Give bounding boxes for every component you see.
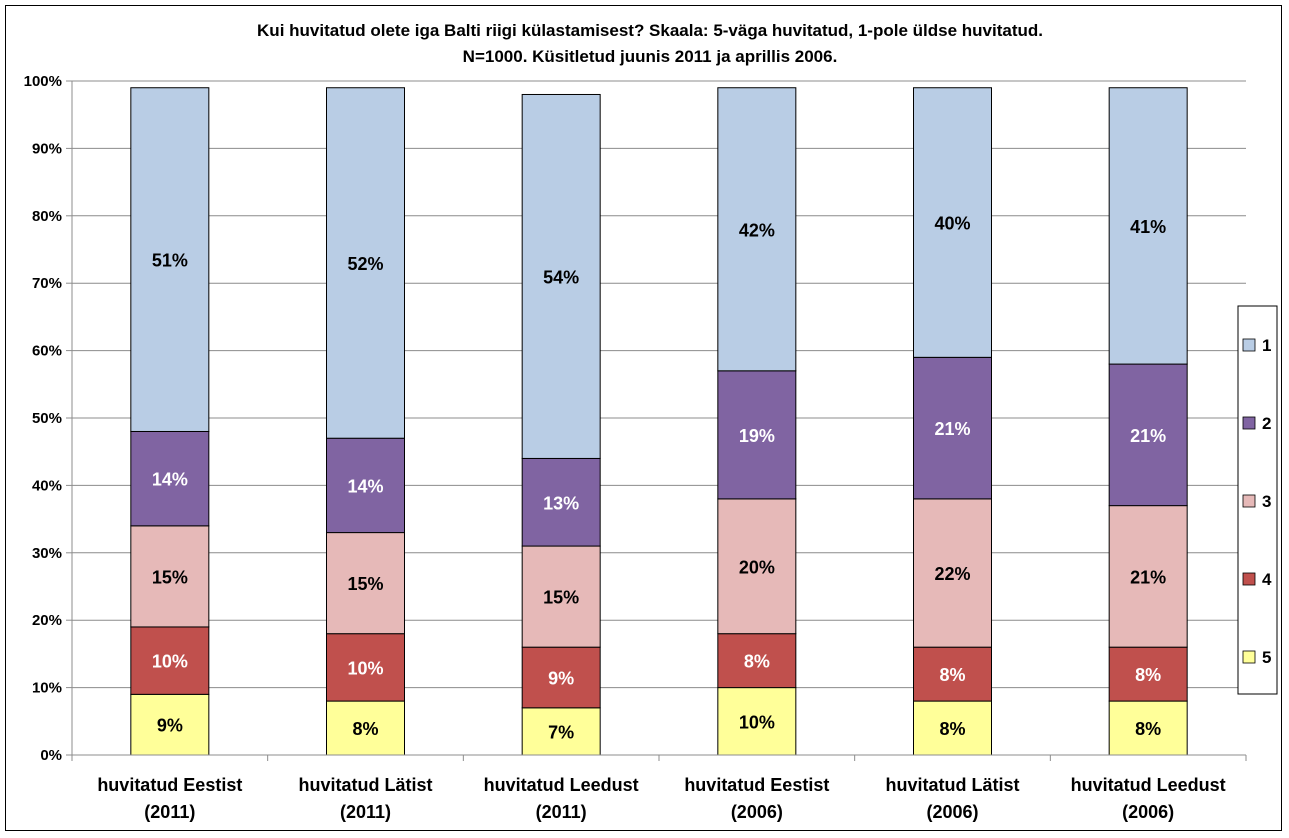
category-label: huvitatud Lätist bbox=[886, 775, 1020, 795]
bar-segment-series-4 bbox=[913, 646, 992, 702]
category-label: huvitatud Eestist bbox=[97, 775, 242, 795]
bar-segment-series-5 bbox=[130, 693, 210, 756]
bars bbox=[130, 87, 1188, 756]
axes bbox=[71, 81, 1246, 756]
data-label: 14% bbox=[347, 476, 383, 496]
data-label: 8% bbox=[939, 719, 965, 739]
data-label: 22% bbox=[934, 564, 970, 584]
category-label: (2006) bbox=[926, 802, 978, 822]
data-label: 15% bbox=[543, 588, 579, 608]
y-axis-ticks: 0% 10% 20% 30% 40% 50% 60% 70% 80% 90% 100% bbox=[24, 73, 72, 764]
data-label: 10% bbox=[152, 652, 188, 672]
data-label: 13% bbox=[543, 493, 579, 513]
data-labels: 9% 10% 15% 14% 51% 8% 10% 15% 14% 52% 7% 9% 15% 13% 54… bbox=[152, 214, 1166, 743]
bar-segment-series-2 bbox=[326, 437, 405, 534]
bar-segment-series-4 bbox=[1108, 646, 1188, 702]
data-label: 8% bbox=[1135, 665, 1161, 685]
stacked-bar-chart: Kui huvitatud olete iga Balti riigi küla… bbox=[24, 21, 1278, 822]
category-label: (2006) bbox=[1122, 802, 1174, 822]
y-tick-label: 0% bbox=[40, 747, 62, 764]
bar-segment-series-2 bbox=[913, 356, 992, 500]
category-label: (2006) bbox=[731, 802, 783, 822]
data-label: 10% bbox=[347, 658, 383, 678]
y-tick-label: 70% bbox=[32, 275, 62, 292]
bar-segment-series-3 bbox=[717, 498, 797, 635]
legend-label-3: 3 bbox=[1262, 492, 1271, 511]
data-label: 21% bbox=[934, 419, 970, 439]
y-tick-label: 20% bbox=[32, 612, 62, 629]
y-tick-label: 100% bbox=[24, 73, 62, 90]
chart-frame: Kui huvitatud olete iga Balti riigi küla… bbox=[5, 5, 1282, 831]
bar-segment-series-1 bbox=[717, 87, 797, 372]
bar-segment-series-3 bbox=[913, 498, 992, 648]
data-label: 8% bbox=[939, 665, 965, 685]
chart-title-line: Kui huvitatud olete iga Balti riigi küla… bbox=[257, 21, 1043, 40]
bar-segment-series-1 bbox=[326, 87, 405, 439]
x-axis-categories: huvitatud Eestist (2011) huvitatud Lätist (… bbox=[71, 755, 1247, 822]
bar-segment-series-1 bbox=[130, 87, 210, 432]
bar-segment-series-3 bbox=[326, 532, 405, 635]
bar-segment-series-4 bbox=[130, 626, 210, 695]
data-label: 8% bbox=[744, 652, 770, 672]
legend-label-1: 1 bbox=[1262, 336, 1271, 355]
y-tick-label: 60% bbox=[32, 343, 62, 360]
category-label: huvitatud Leedust bbox=[484, 775, 639, 795]
bar-segment-series-1 bbox=[521, 93, 601, 459]
legend-swatch-3 bbox=[1242, 494, 1256, 508]
bar-segment-series-2 bbox=[521, 457, 601, 547]
bar-segment-series-3 bbox=[1108, 505, 1188, 648]
gridlines bbox=[72, 80, 1246, 689]
data-label: 9% bbox=[548, 668, 574, 688]
legend: 1 2 3 4 5 bbox=[1237, 305, 1278, 695]
data-label: 15% bbox=[347, 574, 383, 594]
category-label: (2011) bbox=[144, 802, 195, 822]
y-tick-label: 10% bbox=[32, 680, 62, 697]
legend-label-2: 2 bbox=[1262, 414, 1271, 433]
data-label: 8% bbox=[352, 719, 378, 739]
category-label: huvitatud Eestist bbox=[684, 775, 829, 795]
data-label: 19% bbox=[739, 426, 775, 446]
category-label: huvitatud Lätist bbox=[299, 775, 433, 795]
data-label: 21% bbox=[1130, 567, 1166, 587]
y-tick-label: 80% bbox=[32, 208, 62, 225]
chart-title: Kui huvitatud olete iga Balti riigi küla… bbox=[257, 21, 1043, 66]
bar-segment-series-4 bbox=[717, 633, 797, 689]
data-label: 51% bbox=[152, 251, 188, 271]
bar-segment-series-5 bbox=[1108, 700, 1188, 756]
y-tick-label: 50% bbox=[32, 410, 62, 427]
data-label: 21% bbox=[1130, 426, 1166, 446]
y-tick-label: 40% bbox=[32, 477, 62, 494]
bar-segment-series-2 bbox=[717, 370, 797, 500]
bar-segment-series-5 bbox=[717, 687, 797, 756]
data-label: 52% bbox=[347, 254, 383, 274]
category-label: (2011) bbox=[340, 802, 391, 822]
data-label: 8% bbox=[1135, 719, 1161, 739]
category-label: (2011) bbox=[536, 802, 587, 822]
data-label: 41% bbox=[1130, 217, 1166, 237]
bar-segment-series-1 bbox=[1108, 87, 1188, 365]
data-label: 40% bbox=[934, 214, 970, 234]
legend-label-5: 5 bbox=[1262, 648, 1271, 667]
chart-title-line: N=1000. Küsitletud juunis 2011 ja aprill… bbox=[463, 47, 838, 66]
legend-swatch-5 bbox=[1242, 650, 1256, 664]
legend-swatch-4 bbox=[1242, 572, 1256, 586]
data-label: 20% bbox=[739, 557, 775, 577]
legend-swatch-2 bbox=[1242, 416, 1256, 430]
bar-segment-series-1 bbox=[913, 87, 992, 358]
legend-label-4: 4 bbox=[1262, 570, 1272, 589]
data-label: 54% bbox=[543, 267, 579, 287]
data-label: 10% bbox=[739, 712, 775, 732]
data-label: 15% bbox=[152, 567, 188, 587]
legend-swatch-1 bbox=[1242, 338, 1256, 352]
y-tick-label: 30% bbox=[32, 545, 62, 562]
bar-segment-series-4 bbox=[326, 633, 405, 702]
data-label: 14% bbox=[152, 470, 188, 490]
category-label: huvitatud Leedust bbox=[1071, 775, 1226, 795]
data-label: 42% bbox=[739, 220, 775, 240]
data-label: 9% bbox=[157, 716, 183, 736]
y-tick-label: 90% bbox=[32, 140, 62, 157]
data-label: 7% bbox=[548, 722, 574, 742]
